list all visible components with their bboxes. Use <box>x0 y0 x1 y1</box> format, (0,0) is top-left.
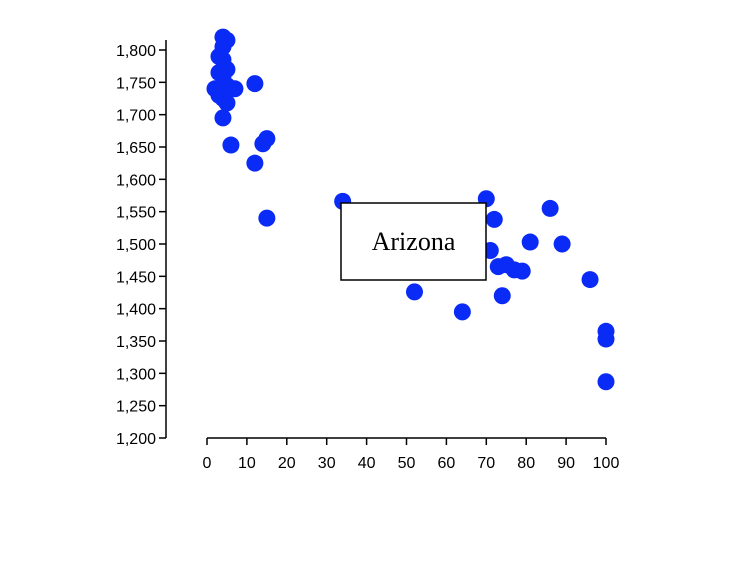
y-tick-label: 1,800 <box>116 43 156 60</box>
y-tick-label: 1,700 <box>116 108 156 125</box>
data-point <box>214 109 232 127</box>
y-tick-label: 1,450 <box>116 269 156 286</box>
y-tick-label: 1,200 <box>116 431 156 448</box>
y-tick-label: 1,550 <box>116 205 156 222</box>
annotation-label: Arizona <box>372 227 456 256</box>
data-point <box>513 262 531 280</box>
data-point <box>246 75 264 93</box>
x-tick-label: 10 <box>238 455 256 472</box>
data-point <box>453 303 471 321</box>
x-tick-label: 20 <box>278 455 296 472</box>
data-point <box>485 210 503 228</box>
annotation-arizona: Arizona <box>340 202 487 281</box>
y-ticks: 1,200 1,250 1,300 1,350 1,400 1,450 1,500 1,550… <box>116 43 166 448</box>
x-tick-label: 0 <box>203 455 212 472</box>
y-tick-label: 1,750 <box>116 75 156 92</box>
x-tick-label: 30 <box>318 455 336 472</box>
x-ticks: 0 10 20 30 40 50 60 70 80 90 100 <box>203 438 620 472</box>
x-tick-label: 100 <box>593 455 620 472</box>
x-tick-label: 80 <box>517 455 535 472</box>
data-point <box>218 94 236 112</box>
x-tick-label: 40 <box>358 455 376 472</box>
data-point <box>521 233 539 251</box>
data-point <box>581 271 599 289</box>
data-point <box>222 136 240 154</box>
data-point <box>246 154 264 172</box>
data-point <box>597 373 615 391</box>
y-tick-label: 1,500 <box>116 237 156 254</box>
data-point <box>258 209 276 227</box>
y-tick-label: 1,300 <box>116 366 156 383</box>
annotation-box <box>340 202 487 281</box>
x-tick-label: 90 <box>557 455 575 472</box>
data-point <box>597 330 615 348</box>
x-axis: 0 10 20 30 40 50 60 70 80 90 100 <box>203 437 620 472</box>
y-axis: 1,200 1,250 1,300 1,350 1,400 1,450 1,500 1,550… <box>116 40 167 448</box>
x-tick-label: 70 <box>477 455 495 472</box>
y-tick-label: 1,250 <box>116 399 156 416</box>
data-point <box>405 283 423 301</box>
data-point <box>254 135 272 153</box>
data-point <box>493 287 511 305</box>
x-tick-label: 50 <box>398 455 416 472</box>
y-tick-label: 1,400 <box>116 302 156 319</box>
y-tick-label: 1,350 <box>116 334 156 351</box>
x-tick-label: 60 <box>438 455 456 472</box>
data-points <box>206 28 615 391</box>
y-tick-label: 1,650 <box>116 140 156 157</box>
data-point <box>541 199 559 217</box>
data-point <box>226 80 244 98</box>
y-tick-label: 1,600 <box>116 172 156 189</box>
data-point <box>553 235 571 253</box>
